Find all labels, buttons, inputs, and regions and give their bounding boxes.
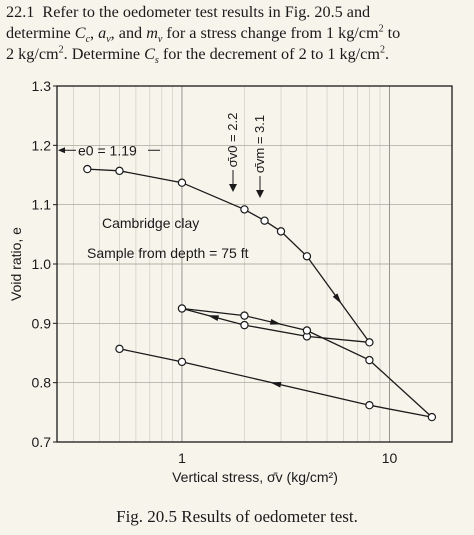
x-axis-label: Vertical stress, σ̄v (kg/cm²) (172, 469, 338, 485)
data-point (365, 338, 374, 347)
data-point (260, 216, 269, 225)
y-axis-label: Void ratio, e (8, 227, 24, 301)
text: . Determine (63, 45, 145, 63)
data-point (365, 401, 374, 410)
sigma-v0-arrowhead (229, 184, 237, 192)
symbol-cc: C (74, 24, 86, 42)
text: . (384, 45, 389, 63)
data-point (177, 357, 187, 367)
arrow-loading (332, 293, 342, 305)
annotation-sigma-v0: σ̄v0 = 2.2 (225, 113, 240, 168)
symbol-sub: c (85, 34, 91, 46)
superscript: 2 (58, 44, 64, 56)
problem-statement: 22.1 Refer to the oedometer test results… (6, 2, 470, 67)
data-point (115, 166, 124, 176)
text: determine (6, 24, 75, 42)
series-line-1 (87, 168, 370, 343)
annotation-cambridge-clay: Cambridge clay (102, 215, 199, 231)
superscript: 2 (378, 23, 384, 35)
problem-number: 22.1 (6, 3, 35, 21)
y-tick-label: 0.7 (32, 434, 52, 450)
superscript: 2 (379, 44, 385, 56)
y-tick-label: 0.9 (32, 315, 52, 331)
text: for a stress change from 1 kg/cm (162, 24, 379, 42)
annotation-sigma-vm: σ̄vm = 3.1 (252, 115, 267, 173)
symbol-sub: v (157, 34, 163, 46)
problem-line-1-text: Refer to the oedometer test results in F… (42, 3, 371, 21)
y-tick-label: 1.0 (32, 256, 52, 272)
x-tick-label: 1 (178, 450, 186, 466)
data-point (240, 205, 249, 214)
arrow-unload (207, 315, 220, 321)
arrow-final-unload (269, 381, 282, 388)
symbol-mv: m (146, 24, 158, 42)
text: 2 kg/cm (6, 45, 59, 63)
data-point (276, 227, 286, 236)
data-point (427, 412, 437, 422)
e0-arrowhead (58, 147, 65, 154)
symbol-sub: v (106, 34, 111, 46)
symbol-sub: s (154, 55, 159, 67)
y-tick-label: 1.1 (32, 197, 52, 213)
symbol-av: a (98, 24, 107, 42)
problem-line-3: 2 kg/cm2. Determine Cs for the decrement… (6, 44, 470, 67)
problem-line-2: determine Cc, av, and mv for a stress ch… (6, 23, 470, 46)
text: , (90, 24, 99, 42)
data-point (83, 164, 92, 174)
arrow-reload (269, 319, 282, 325)
data-point (240, 320, 249, 330)
data-point (302, 326, 312, 335)
text: to (383, 24, 401, 42)
data-point (240, 311, 249, 320)
symbol-cs: C (144, 45, 155, 63)
data-point (177, 304, 187, 313)
annotation-sample-depth: Sample from depth = 75 ft (87, 245, 249, 261)
data-point (177, 178, 187, 187)
y-tick-label: 0.8 (32, 375, 52, 391)
annotation-e0: e0 = 1.19 (78, 142, 137, 158)
x-tick-label: 10 (382, 450, 398, 466)
text: , and (110, 24, 147, 42)
data-point (302, 252, 312, 261)
y-tick-label: 1.3 (32, 78, 52, 94)
problem-line-1: 22.1 Refer to the oedometer test results… (6, 2, 470, 23)
series-line-2 (181, 307, 370, 343)
data-point (115, 344, 124, 354)
sigma-vm-arrowhead (256, 190, 264, 198)
figure-caption: Fig. 20.5 Results of oedometer test. (116, 507, 358, 526)
text: for the decrement of 2 to 1 kg/cm (158, 45, 380, 63)
data-point (365, 355, 374, 365)
y-tick-label: 1.2 (32, 137, 52, 153)
